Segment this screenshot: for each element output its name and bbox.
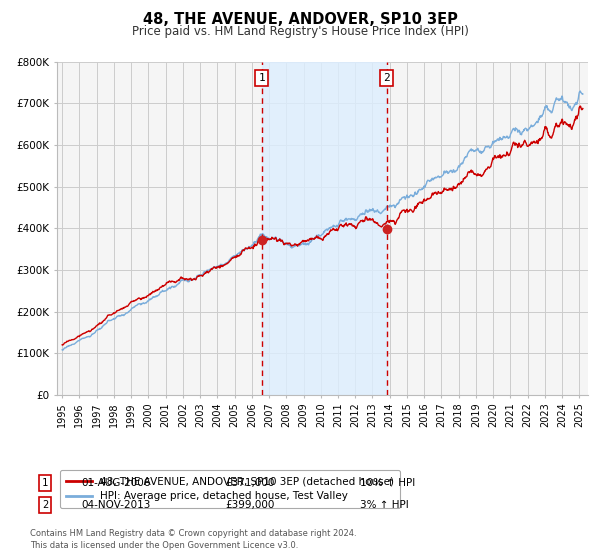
Legend: 48, THE AVENUE, ANDOVER, SP10 3EP (detached house), HPI: Average price, detached: 48, THE AVENUE, ANDOVER, SP10 3EP (detac… <box>59 470 400 508</box>
Text: 10% ↑ HPI: 10% ↑ HPI <box>360 478 415 488</box>
Text: 3% ↑ HPI: 3% ↑ HPI <box>360 500 409 510</box>
Text: 1: 1 <box>259 73 265 83</box>
Text: 01-AUG-2006: 01-AUG-2006 <box>81 478 151 488</box>
Text: 2: 2 <box>42 500 48 510</box>
Text: 2: 2 <box>383 73 391 83</box>
Text: £371,000: £371,000 <box>225 478 274 488</box>
Text: 1: 1 <box>42 478 48 488</box>
Text: 48, THE AVENUE, ANDOVER, SP10 3EP: 48, THE AVENUE, ANDOVER, SP10 3EP <box>143 12 457 27</box>
Text: Price paid vs. HM Land Registry's House Price Index (HPI): Price paid vs. HM Land Registry's House … <box>131 25 469 38</box>
Bar <box>262 62 387 395</box>
Text: £399,000: £399,000 <box>225 500 274 510</box>
Text: Contains HM Land Registry data © Crown copyright and database right 2024.
This d: Contains HM Land Registry data © Crown c… <box>30 529 356 550</box>
Text: 04-NOV-2013: 04-NOV-2013 <box>81 500 151 510</box>
